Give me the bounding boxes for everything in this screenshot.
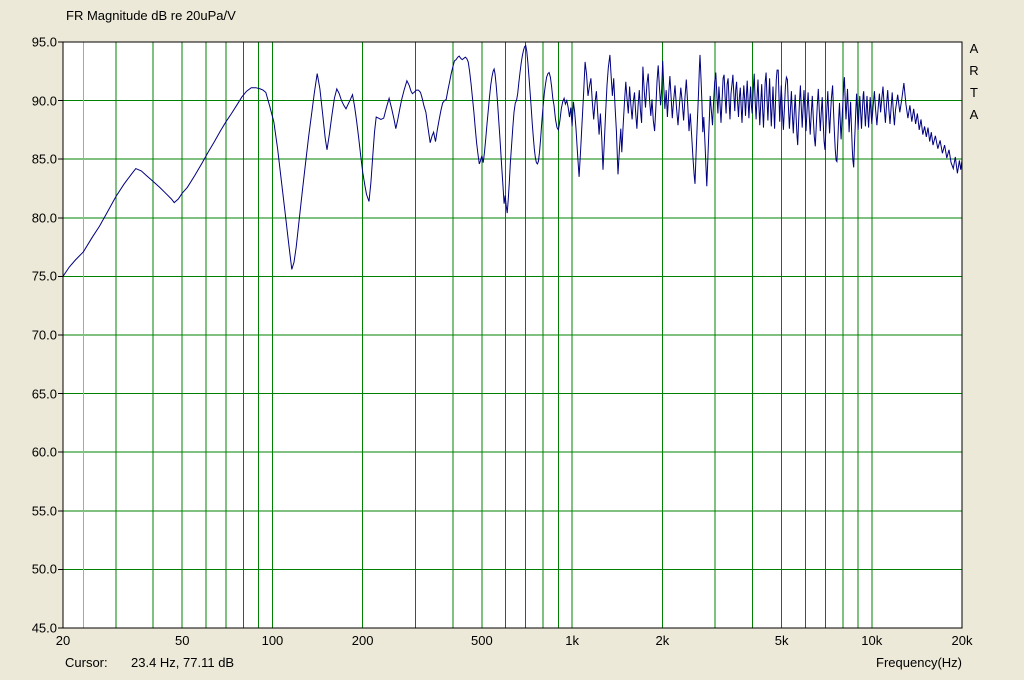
arta-letter: A (969, 107, 979, 122)
fr-curve (62, 44, 963, 277)
chart-title: FR Magnitude dB re 20uPa/V (66, 8, 236, 23)
grid-lines (63, 42, 962, 628)
arta-letter: A (969, 41, 979, 56)
arta-letter: T (970, 85, 978, 100)
axis-ticks (58, 41, 63, 629)
arta-letter: R (969, 63, 979, 78)
